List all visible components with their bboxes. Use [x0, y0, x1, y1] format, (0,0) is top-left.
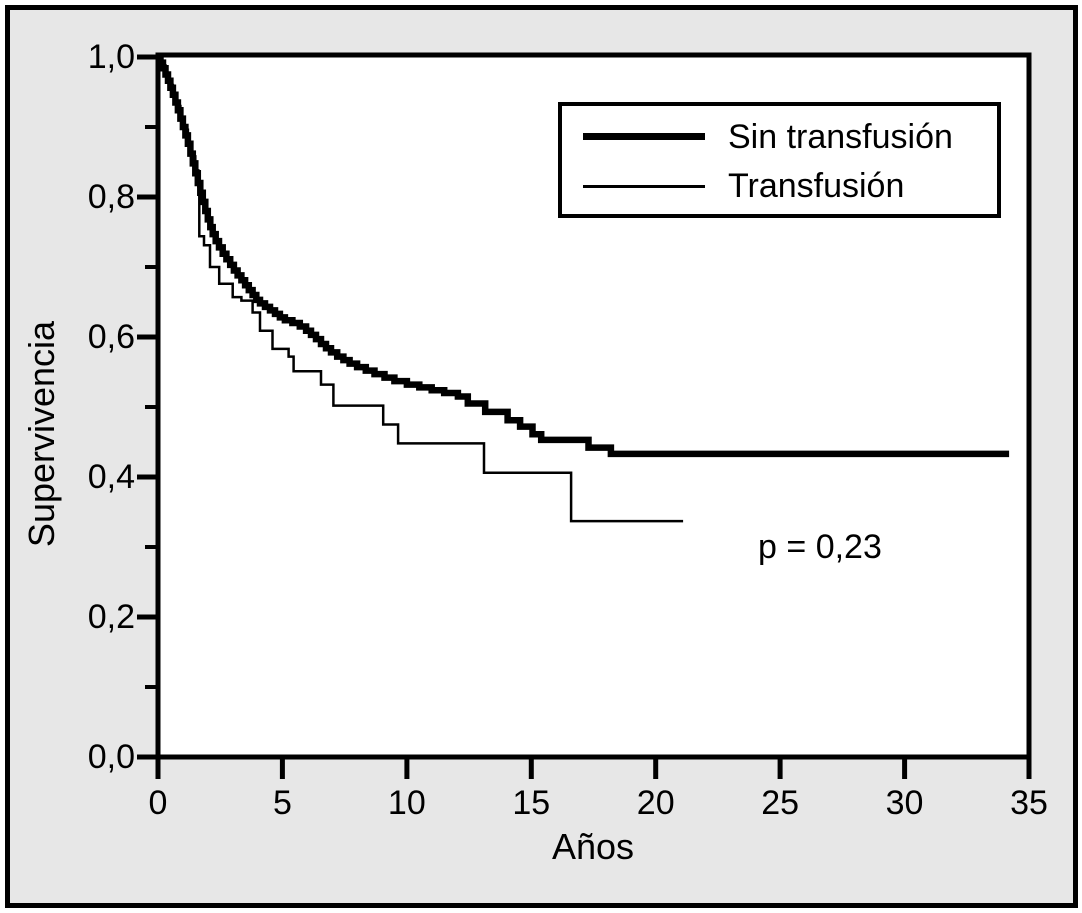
- x-axis-title: Años: [551, 826, 635, 867]
- y-tick-label: 0,8: [87, 178, 135, 216]
- x-tick-label: 35: [1010, 784, 1048, 822]
- y-tick-label: 0,2: [87, 598, 135, 636]
- p-value-annotation: p = 0,23: [758, 528, 882, 566]
- x-tick-label: 0: [148, 784, 168, 822]
- x-tick-label: 25: [761, 784, 800, 822]
- y-tick-label: 0,0: [87, 738, 135, 776]
- legend-line-sample-sin-transfusion: [583, 133, 705, 140]
- x-tick-label: 10: [387, 784, 426, 822]
- x-tick-label: 20: [636, 784, 675, 822]
- y-tick-label: 1,0: [87, 38, 135, 76]
- legend-label-sin-transfusion: Sin transfusión: [728, 118, 953, 156]
- x-tick-label: 5: [272, 784, 292, 822]
- legend: Sin transfusión Transfusión: [558, 102, 1001, 218]
- y-axis-title: Supervivencia: [21, 320, 62, 548]
- y-tick-label: 0,6: [87, 318, 135, 356]
- legend-label-transfusion: Transfusión: [728, 167, 905, 205]
- x-tick-label: 30: [885, 784, 924, 822]
- legend-line-sample-transfusion: [583, 185, 705, 188]
- x-tick-label: 15: [512, 784, 551, 822]
- survival-curve-sin-transfusion: [157, 53, 1010, 458]
- y-tick-label: 0,4: [87, 458, 135, 496]
